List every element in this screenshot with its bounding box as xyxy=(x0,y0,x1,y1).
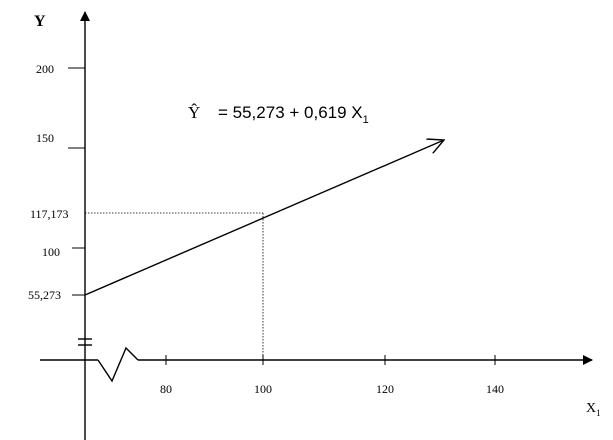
equation-subscript: 1 xyxy=(363,114,369,126)
y-axis-label: Y xyxy=(34,13,46,30)
y-tick-label: 55,273 xyxy=(28,288,61,302)
x-tick-label: 100 xyxy=(254,382,272,396)
x-tick-label: 120 xyxy=(376,382,394,396)
x-tick-label: 140 xyxy=(486,382,504,396)
regression-line xyxy=(84,140,444,296)
equation-rhs: = 55,273 + 0,619 X xyxy=(218,103,363,122)
equation-lhs: Ŷ xyxy=(188,103,200,122)
y-tick-label: 150 xyxy=(36,131,54,145)
y-tick-label: 100 xyxy=(42,245,60,259)
axis-break xyxy=(97,346,139,383)
x-axis-label: X1 xyxy=(586,401,601,418)
equation: = 55,273 + 0,619 X1 xyxy=(218,103,369,126)
x-axis-label-main: X xyxy=(586,401,596,416)
y-tick-label: 117,173 xyxy=(30,207,69,221)
y-tick-label: 200 xyxy=(36,62,54,76)
x-axis-subscript: 1 xyxy=(596,408,601,418)
x-tick-label: 80 xyxy=(160,382,172,396)
